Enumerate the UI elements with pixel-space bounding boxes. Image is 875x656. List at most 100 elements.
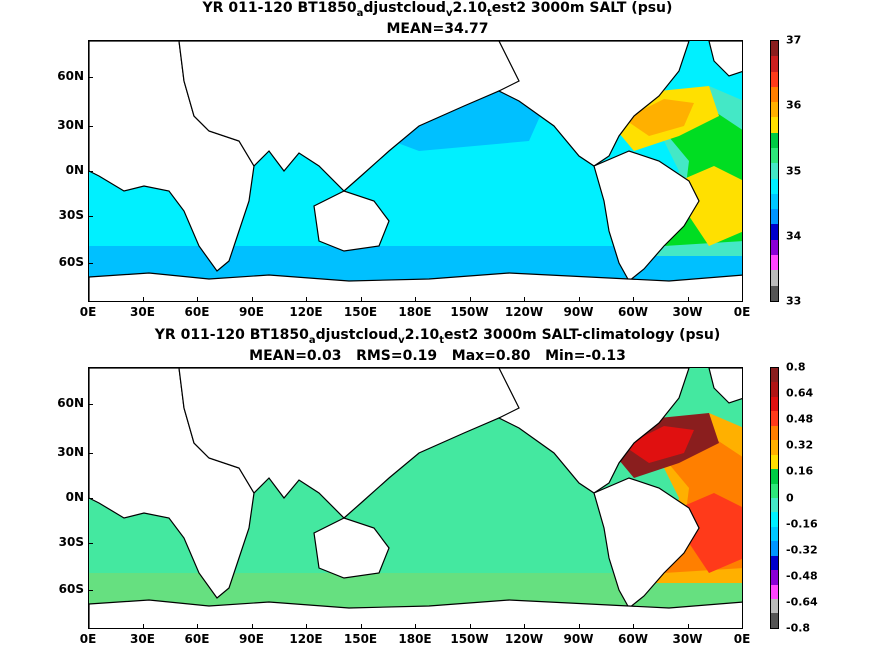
- lon-tick: [142, 624, 144, 629]
- colorbar-segment: [771, 541, 778, 556]
- colorbar-label: -0.16: [786, 517, 818, 531]
- north-atlantic-inner-field: [624, 99, 694, 136]
- lon-tick: [687, 624, 689, 629]
- namerica-landmass: [497, 41, 690, 167]
- greenland-landmass: [708, 41, 742, 77]
- antarctica-landmass: [89, 599, 742, 628]
- salt-anomaly-map-panel: [88, 367, 743, 629]
- lon-label: 60W: [618, 305, 648, 319]
- colorbar-segment: [771, 411, 778, 426]
- lon-label: 60E: [184, 305, 210, 319]
- lon-label: 120W: [504, 632, 544, 646]
- lon-label: 90E: [239, 305, 264, 319]
- lon-tick: [88, 297, 89, 302]
- colorbar-label: 0.64: [786, 386, 814, 400]
- lon-label: 120W: [504, 305, 544, 319]
- lon-tick: [687, 297, 689, 302]
- lat-tick: [88, 171, 93, 172]
- colorbar-label: 34: [786, 229, 802, 243]
- colorbar-segment: [771, 454, 778, 470]
- lat-tick: [88, 589, 93, 591]
- lon-tick: [578, 297, 580, 302]
- lon-label: 0E: [733, 305, 751, 319]
- lat-label: 30N: [57, 118, 84, 133]
- colorbar-segment: [771, 147, 778, 164]
- lat-tick: [88, 215, 93, 217]
- colorbar-segment: [771, 425, 778, 441]
- colorbar-segment: [771, 555, 778, 571]
- lon-tick: [633, 297, 634, 302]
- panel1-subtitle: MEAN=34.77: [386, 21, 489, 37]
- colorbar-segment: [771, 469, 778, 484]
- lon-tick: [251, 297, 253, 302]
- lon-label: 150E: [343, 632, 378, 646]
- colorbar-label: 0.16: [786, 464, 814, 478]
- colorbar-segment: [771, 224, 778, 240]
- namerica-landmass: [497, 368, 690, 494]
- colorbar-label: 33: [786, 294, 802, 308]
- lon-label: 150W: [450, 305, 489, 319]
- colorbar-segment: [771, 368, 778, 383]
- lon-tick: [306, 297, 307, 302]
- colorbar-label: -0.64: [786, 595, 818, 609]
- colorbar-label: 0.48: [786, 412, 814, 426]
- colorbar-segment: [771, 270, 778, 286]
- lat-tick: [88, 76, 93, 78]
- lon-tick: [142, 297, 144, 302]
- colorbar-label: 0.32: [786, 438, 814, 452]
- lon-label: 30E: [130, 305, 155, 319]
- map-canvas: [89, 41, 742, 301]
- lon-label: 180E: [398, 632, 432, 646]
- lon-label: 0E: [79, 305, 97, 319]
- colorbar-segment: [771, 526, 778, 542]
- australia-landmass: [313, 190, 390, 252]
- lon-label: 90W: [563, 305, 594, 319]
- colorbar-segment: [771, 483, 778, 498]
- salt-map-panel: [88, 40, 743, 302]
- samerica-landmass: [593, 150, 700, 282]
- lon-tick: [633, 624, 634, 629]
- colorbar: [770, 367, 779, 629]
- lon-tick: [524, 297, 525, 302]
- south-atlantic-field: [679, 493, 742, 573]
- panel2-title: YR 011-120 BT1850adjustcloudv2.10test2 3…: [154, 327, 721, 346]
- lon-label: 30W: [672, 632, 703, 646]
- lon-tick: [742, 297, 743, 302]
- lon-label: 0E: [79, 632, 97, 646]
- lon-tick: [251, 624, 253, 629]
- north-atlantic-inner-field: [624, 426, 694, 463]
- lon-label: 90E: [239, 632, 264, 646]
- colorbar-label: 0.8: [786, 360, 806, 374]
- lon-label: 60W: [618, 632, 648, 646]
- colorbar-segment: [771, 440, 778, 455]
- colorbar-segment: [771, 132, 778, 148]
- colorbar-segment: [771, 613, 778, 628]
- lat-tick: [88, 542, 93, 544]
- colorbar-segment: [771, 71, 778, 87]
- lat-tick: [88, 453, 93, 455]
- samerica-landmass: [593, 477, 700, 609]
- lon-label: 30E: [130, 632, 155, 646]
- colorbar-segment: [771, 396, 778, 412]
- australia-landmass: [313, 517, 390, 579]
- lat-label: 0N: [65, 490, 84, 504]
- lon-tick: [197, 624, 198, 629]
- colorbar-segment: [771, 209, 778, 225]
- colorbar-segment: [771, 382, 778, 397]
- lon-label: 30W: [672, 305, 703, 319]
- map-canvas: [89, 368, 742, 628]
- colorbar-segment: [771, 512, 778, 527]
- lon-tick: [742, 624, 743, 629]
- lon-label: 120E: [289, 305, 323, 319]
- lon-tick: [306, 624, 307, 629]
- lon-tick: [415, 624, 416, 629]
- colorbar-label: 36: [786, 98, 802, 112]
- colorbar-segment: [771, 56, 778, 72]
- lon-label: 120E: [289, 632, 323, 646]
- lat-tick: [88, 498, 93, 499]
- lat-label: 60N: [57, 395, 84, 410]
- lon-tick: [469, 297, 471, 302]
- colorbar-segment: [771, 86, 778, 103]
- lon-tick: [524, 624, 525, 629]
- lat-label: 30S: [58, 207, 84, 222]
